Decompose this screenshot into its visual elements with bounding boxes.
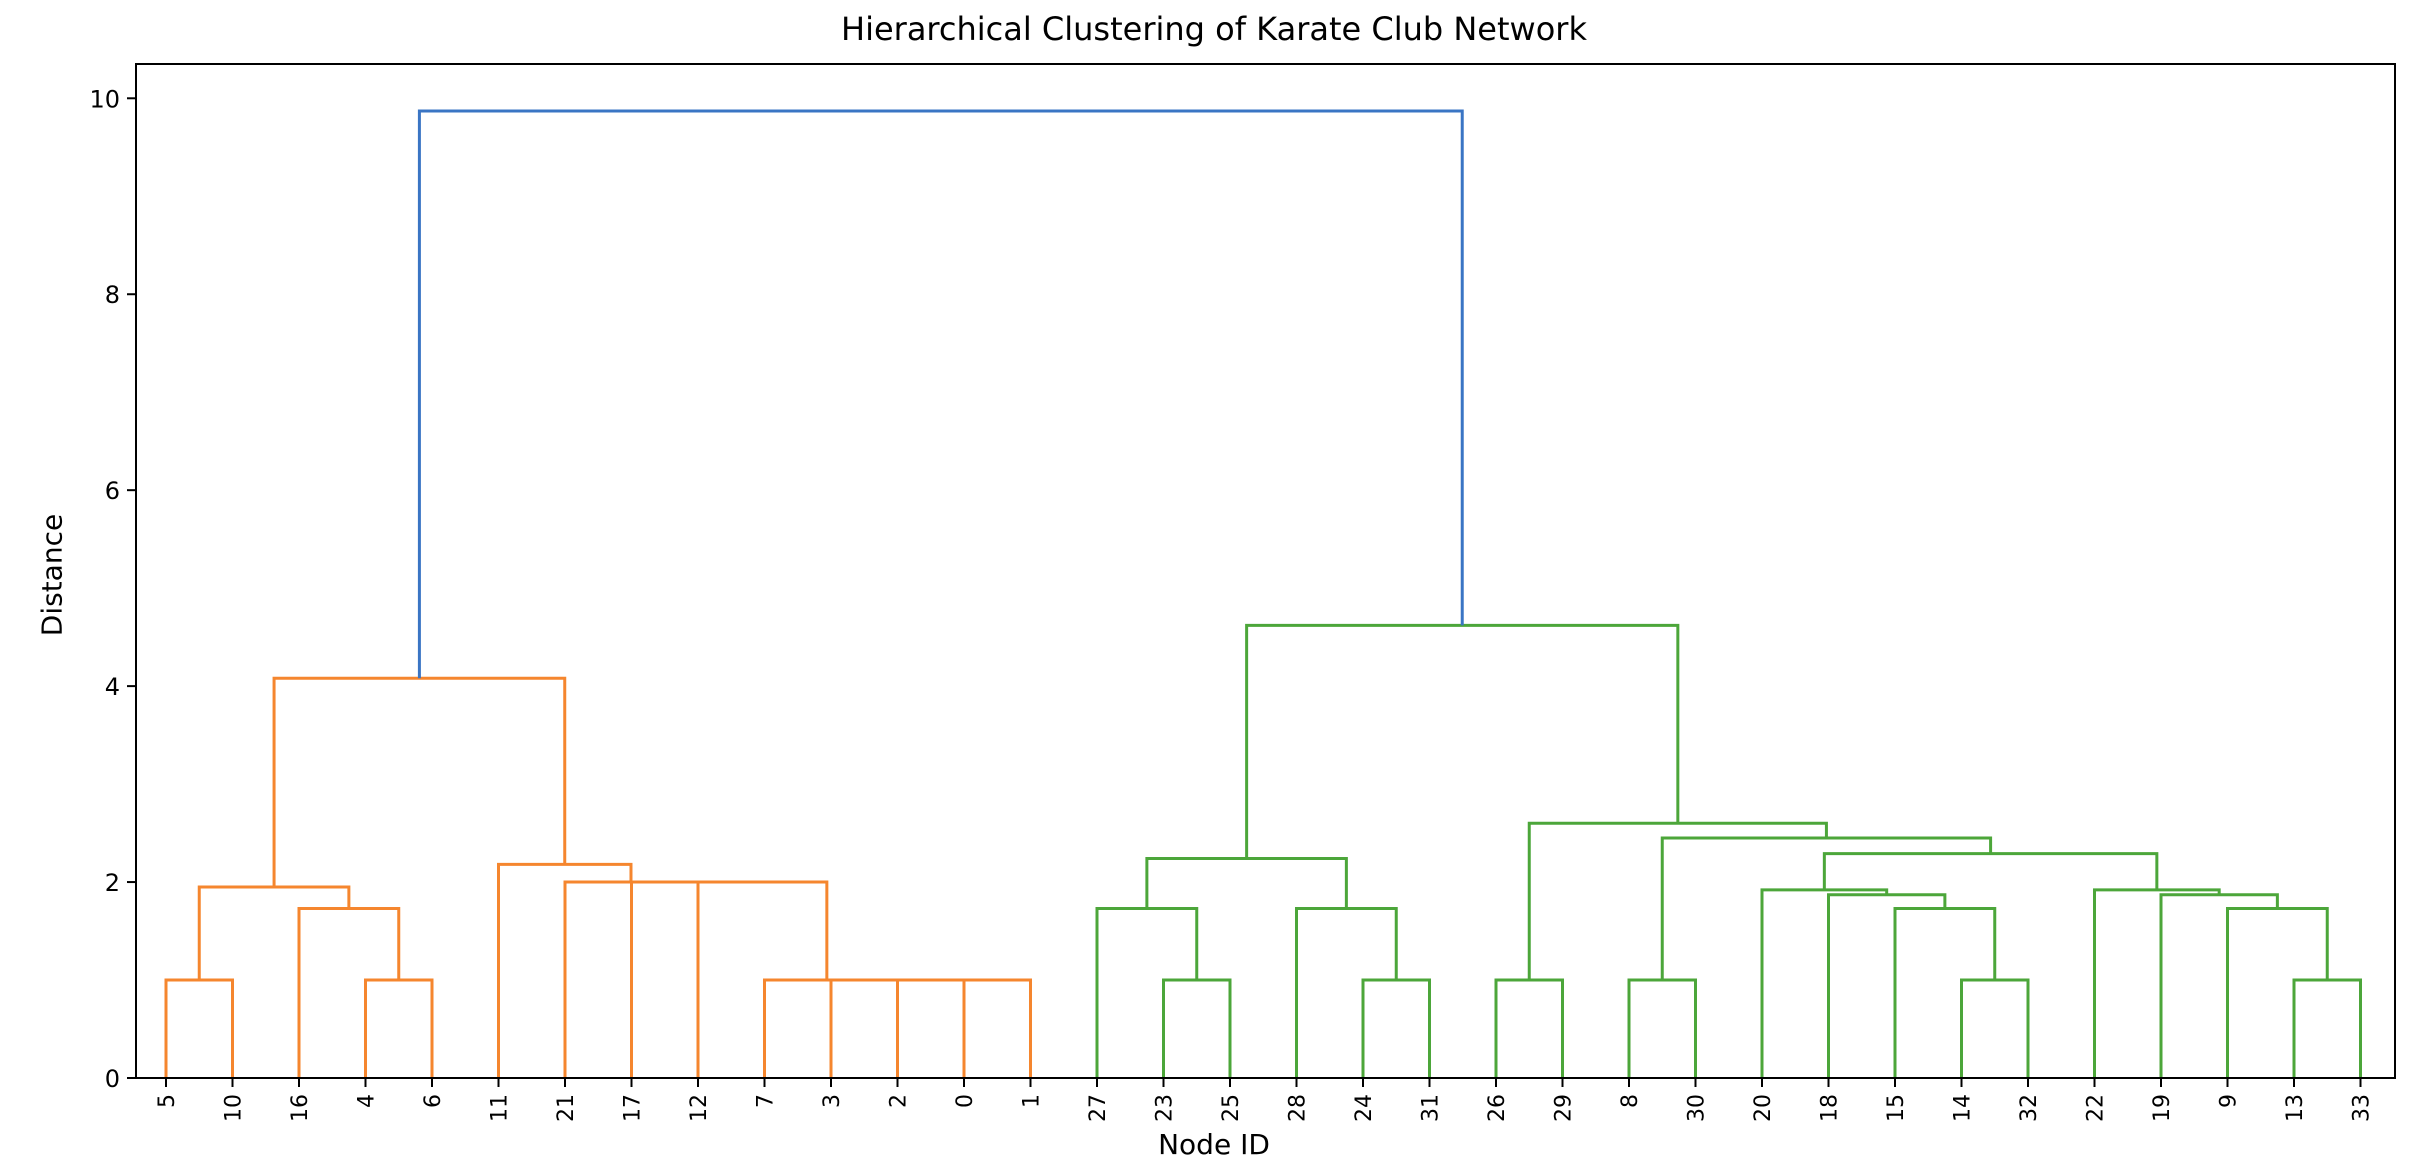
x-tick-label: 10 <box>222 1094 247 1122</box>
dendrogram-link <box>2159 893 2279 1078</box>
dendrogram-link <box>297 907 401 1078</box>
dendrogram-link <box>2226 907 2329 1078</box>
x-tick-label: 1 <box>1020 1094 1045 1108</box>
dendrogram-link <box>417 109 1464 679</box>
plot-frame <box>135 63 2396 1079</box>
dendrogram-link <box>896 978 998 1078</box>
dendrogram-link <box>1627 978 1697 1078</box>
dendrogram-link <box>962 978 1032 1078</box>
y-tick-label: 4 <box>105 673 120 701</box>
dendrogram-link <box>364 978 434 1078</box>
dendrogram-link <box>763 978 890 1078</box>
x-axis: 5 10 16 4 6 11 21 17 12 7 3 2 0 1 27 23 25 28 24 31 26 29 8 30 2… <box>155 1078 2375 1122</box>
x-tick-label: 26 <box>1485 1094 1510 1122</box>
x-tick-label: 19 <box>2150 1094 2175 1122</box>
dendrogram-link <box>164 978 234 1078</box>
x-tick-label: 17 <box>621 1094 646 1122</box>
y-tick-label: 10 <box>89 85 120 113</box>
x-tick-label: 24 <box>1352 1094 1377 1122</box>
x-tick-label: 9 <box>2217 1094 2242 1108</box>
dendrogram-link <box>1095 907 1199 1078</box>
dendrogram-link <box>1145 857 1348 909</box>
x-tick-label: 4 <box>355 1094 380 1108</box>
dendrogram-link <box>1822 852 2159 890</box>
dendrogram-link <box>1527 821 1828 981</box>
x-tick-label: 14 <box>1951 1094 1976 1122</box>
x-tick-label: 22 <box>2084 1094 2109 1122</box>
dendrogram-link <box>1893 907 1997 1078</box>
dendrogram-link <box>2292 978 2362 1078</box>
x-axis-label: Node ID <box>1158 1128 1270 1161</box>
dendrogram-link <box>1361 978 1431 1078</box>
dendrogram-link <box>1827 893 1947 1078</box>
x-tick-label: 16 <box>288 1094 313 1122</box>
dendrogram-link <box>1245 623 1680 859</box>
dendrogram-link <box>1760 888 1889 1078</box>
x-tick-label: 20 <box>1751 1094 1776 1122</box>
dendrogram-link <box>1494 978 1564 1078</box>
x-tick-label: 18 <box>1818 1094 1843 1122</box>
y-axis: 0 2 4 6 8 10 <box>89 85 136 1093</box>
x-tick-label: 30 <box>1685 1094 1710 1122</box>
x-tick-label: 12 <box>687 1094 712 1122</box>
x-tick-label: 13 <box>2283 1094 2308 1122</box>
x-tick-label: 31 <box>1419 1094 1444 1122</box>
dendrogram-link <box>829 978 948 1078</box>
x-tick-label: 25 <box>1219 1094 1244 1122</box>
y-tick-label: 8 <box>105 281 120 309</box>
dendrogram-link <box>1960 978 2030 1078</box>
dendrogram-link <box>272 676 567 887</box>
x-tick-label: 29 <box>1552 1094 1577 1122</box>
x-tick-label: 21 <box>554 1094 579 1122</box>
x-tick-label: 15 <box>1884 1094 1909 1122</box>
dendrogram-link <box>1162 978 1232 1078</box>
y-axis-label: Distance <box>35 513 69 637</box>
dendrogram-link <box>1295 907 1398 1078</box>
x-tick-label: 5 <box>155 1094 180 1108</box>
dendrogram-links <box>164 109 2362 1078</box>
x-tick-label: 3 <box>820 1094 845 1108</box>
x-tick-label: 23 <box>1153 1094 1178 1122</box>
x-tick-label: 11 <box>488 1094 513 1122</box>
x-tick-label: 7 <box>754 1094 779 1108</box>
x-tick-label: 27 <box>1086 1094 1111 1122</box>
y-tick-label: 0 <box>105 1065 120 1093</box>
y-tick-label: 6 <box>105 477 120 505</box>
dendrogram-link <box>197 885 351 981</box>
dendrogram-link <box>563 880 697 1078</box>
x-tick-label: 33 <box>2350 1094 2375 1122</box>
x-tick-label: 32 <box>2017 1094 2042 1122</box>
dendrogram-link <box>696 880 829 1078</box>
chart-title: Hierarchical Clustering of Karate Club N… <box>841 10 1587 48</box>
x-tick-label: 6 <box>421 1094 446 1108</box>
x-tick-label: 8 <box>1618 1094 1643 1108</box>
y-tick-label: 2 <box>105 869 120 897</box>
x-tick-label: 2 <box>887 1094 912 1108</box>
x-tick-label: 28 <box>1286 1094 1311 1122</box>
dendrogram-link <box>2093 888 2221 1078</box>
x-tick-label: 0 <box>953 1094 978 1108</box>
